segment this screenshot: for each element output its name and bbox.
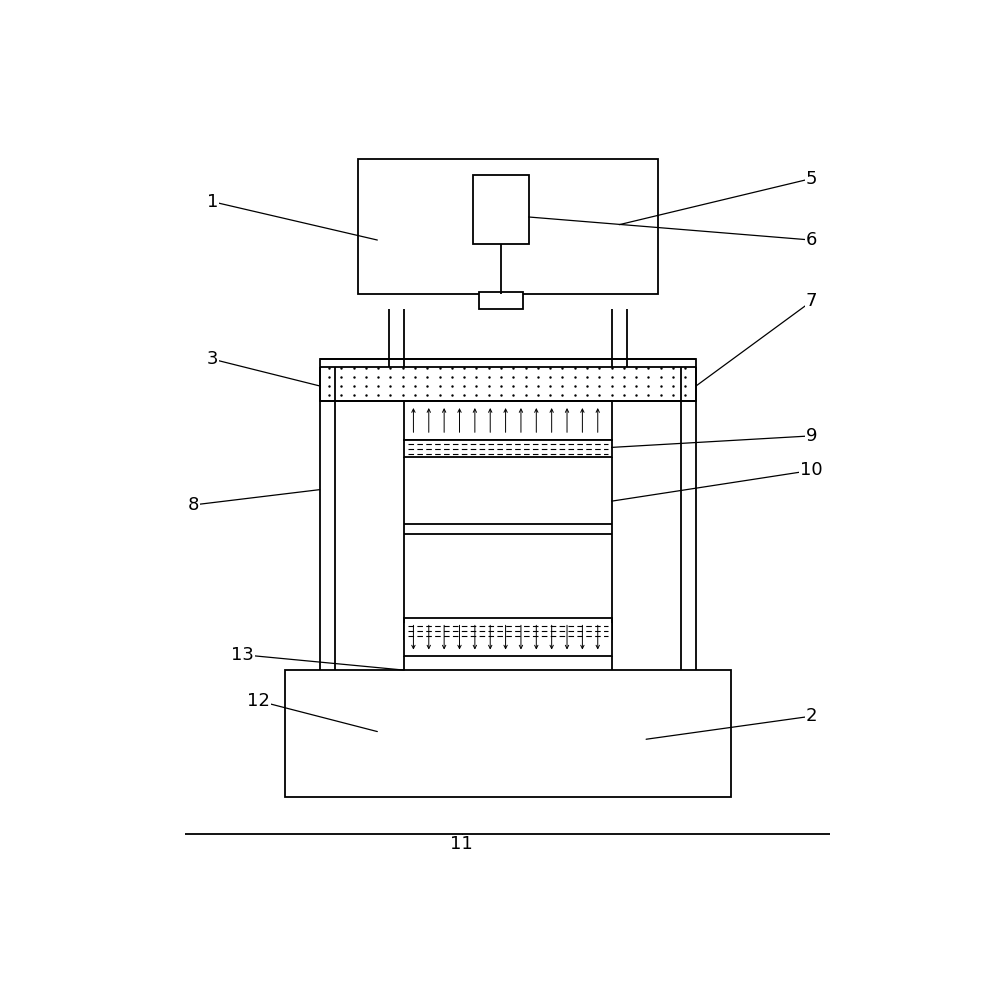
Bar [489,401,527,417]
Bar [474,175,528,244]
Bar [404,618,611,656]
Text: 11: 11 [451,835,473,853]
Text: 10: 10 [800,461,823,479]
Bar [404,401,611,440]
Text: 7: 7 [806,292,817,310]
Text: 13: 13 [232,646,255,664]
Text: 9: 9 [806,427,817,445]
Bar [479,292,523,309]
Text: 12: 12 [247,692,270,710]
Text: 6: 6 [806,231,817,249]
Text: 8: 8 [187,496,198,514]
Bar [404,623,611,639]
Text: 1: 1 [206,193,218,211]
Bar [285,670,730,797]
Bar [358,159,658,294]
Bar [404,440,611,457]
Text: 3: 3 [206,350,218,368]
Text: 2: 2 [806,707,817,725]
Text: 5: 5 [806,170,817,188]
Bar [320,359,696,401]
